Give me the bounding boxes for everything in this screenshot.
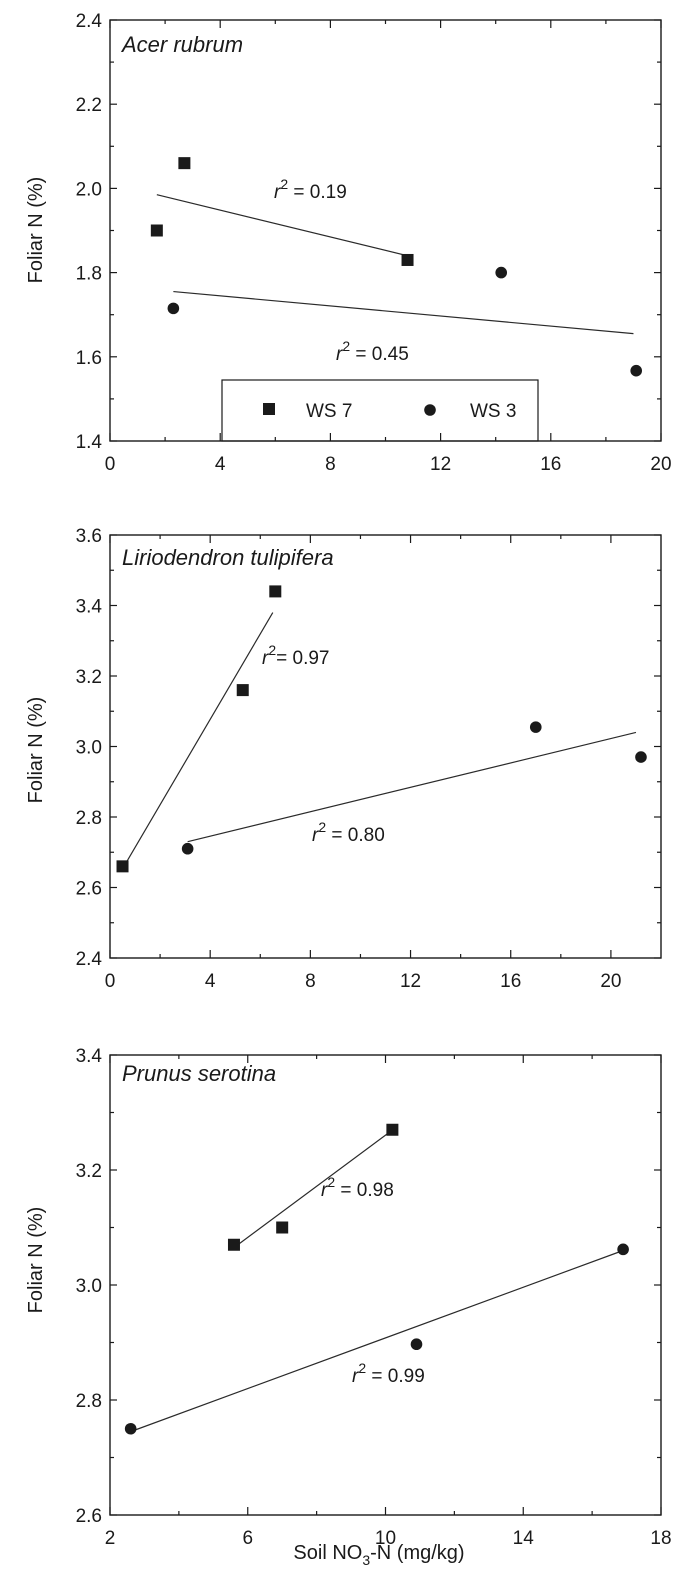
data-point-square [178,157,191,170]
x-tick-label: 4 [205,971,216,992]
y-axis-label: Foliar N (%) [25,1207,47,1314]
y-tick-label: 3.0 [76,1276,102,1297]
data-point-circle [630,364,643,377]
r2-annotation-ws7: r2 = 0.98 [321,1174,394,1201]
y-tick-label: 2.0 [76,179,102,200]
data-point-circle [181,842,194,855]
y-tick-label: 3.6 [76,526,102,547]
panel-title: Liriodendron tulipifera [122,545,334,570]
panel-liriodendron-tulipifera: Liriodendron tulipifera Foliar N (%) r2=… [25,526,662,992]
y-tick-label: 2.8 [76,808,102,829]
x-tick-label: 6 [242,1528,253,1549]
data-point-square [150,224,163,237]
y-tick-label: 3.4 [76,1046,103,1067]
y-tick-label: 1.6 [76,348,102,369]
r2-annotation-ws7: r2 = 0.19 [274,176,347,203]
r2-annotation-ws3: r2 = 0.80 [312,819,385,846]
regression-line-ws3 [173,290,634,335]
panel-title: Acer rubrum [120,32,243,57]
data-point-circle [617,1243,629,1256]
panel-title: Prunus serotina [122,1061,276,1086]
y-tick-label: 2.6 [76,1506,102,1527]
x-tick-label: 4 [215,454,226,475]
r2-annotation-ws3: r2 = 0.99 [352,1360,425,1387]
x-tick-label: 12 [400,971,421,992]
x-tick-label: 8 [325,454,336,475]
data-point-circle [410,1338,423,1351]
panel-prunus-serotina: Prunus serotina Foliar N (%) r2 = 0.98 r… [25,1046,672,1568]
x-tick-label: 16 [500,971,521,992]
plot-frame [109,1054,662,1516]
y-tick-label: 1.8 [76,264,102,285]
y-tick-label: 2.4 [76,949,103,970]
regression-line-ws3 [187,731,637,843]
r2-annotation-ws7: r2= 0.97 [262,642,329,669]
data-point-circle [495,266,508,279]
panel-acer-rubrum: Acer rubrum Foliar N (%) r2 = 0.19 r2 = … [25,11,672,475]
data-point-square [227,1238,240,1251]
x-tick-label: 16 [540,454,561,475]
r2-annotation-ws3: r2 = 0.45 [336,338,409,365]
x-tick-label: 10 [375,1528,396,1549]
data-point-square [276,1221,289,1234]
x-tick-label: 2 [105,1528,116,1549]
legend-entry-ws3: WS 3 [470,401,516,422]
y-axis-label: Foliar N (%) [25,697,47,804]
x-axis-label: Soil NO3-N (mg/kg) [293,1542,464,1566]
data-point-circle [529,721,542,733]
x-tick-label: 8 [305,971,316,992]
y-tick-label: 2.8 [76,1391,102,1412]
data-point-circle [124,1422,137,1435]
legend-entry-ws7: WS 7 [306,401,352,422]
data-point-square [386,1123,399,1136]
x-tick-label: 0 [105,971,116,992]
y-tick-label: 3.0 [76,738,102,759]
data-point-square [236,684,249,697]
regression-line-ws7 [233,1132,390,1249]
data-point-square [401,253,414,266]
y-tick-label: 2.2 [76,95,102,116]
x-tick-label: 0 [105,454,116,475]
regression-line-ws7 [156,194,408,257]
data-point-circle [635,751,647,763]
plot-frame [109,19,662,442]
x-tick-label: 20 [650,454,671,475]
y-tick-label: 2.4 [76,11,103,32]
y-tick-label: 2.6 [76,879,102,900]
regression-line-ws3 [130,1249,624,1433]
legend: WS 7 WS 3 [221,379,539,442]
y-axis-label: Foliar N (%) [25,177,47,284]
y-tick-label: 3.2 [76,667,102,688]
x-tick-label: 18 [650,1528,671,1549]
data-point-square [116,860,129,873]
data-point-square [269,585,282,598]
y-tick-label: 3.4 [76,597,103,618]
x-tick-label: 20 [600,971,621,992]
legend-square-marker [263,403,275,415]
legend-circle-marker [424,404,436,416]
y-tick-label: 1.4 [76,432,103,453]
x-tick-label: 12 [430,454,451,475]
regression-line-ws7 [124,612,274,865]
data-point-circle [167,302,180,315]
y-tick-label: 3.2 [76,1161,102,1182]
x-tick-label: 14 [513,1528,535,1549]
